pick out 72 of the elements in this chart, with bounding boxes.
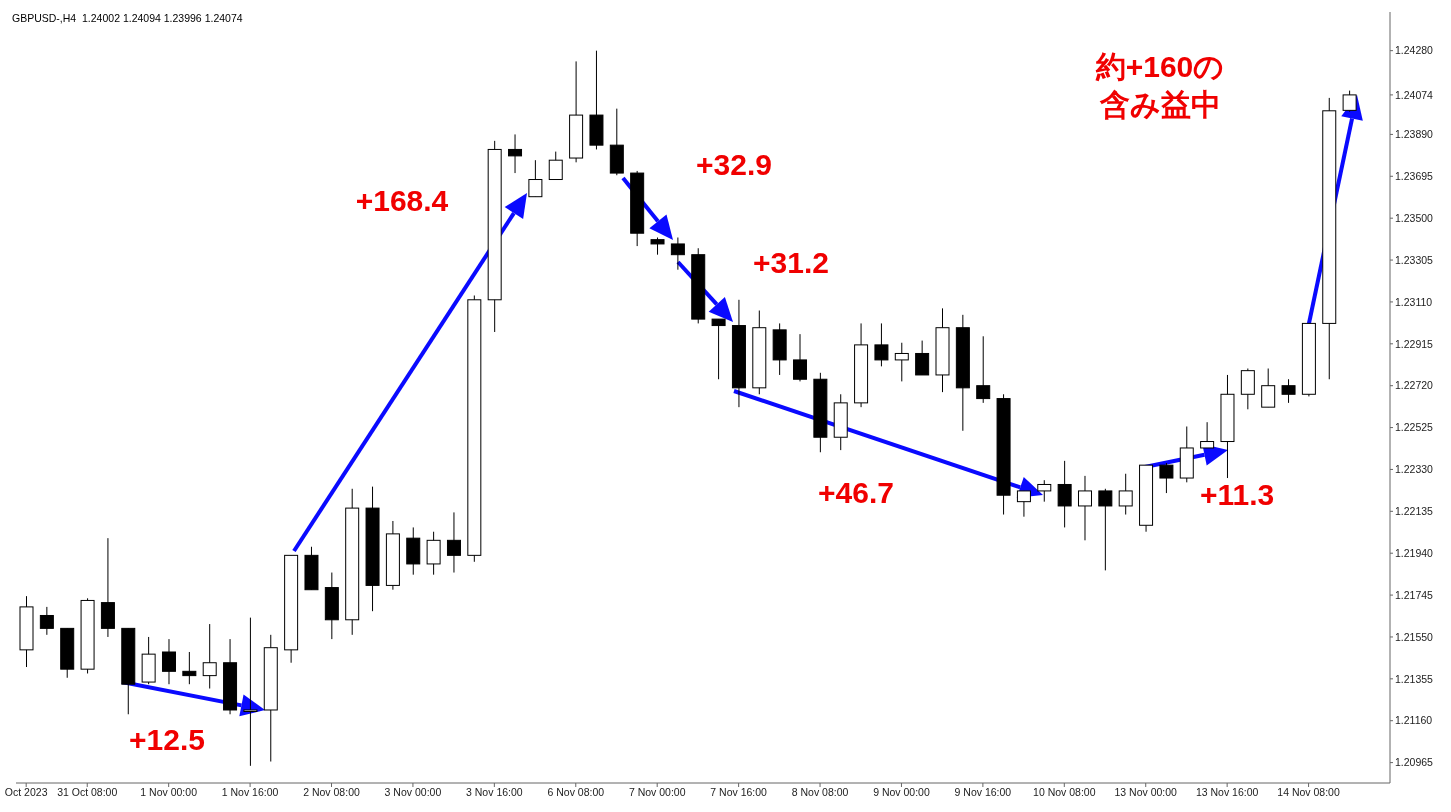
candlestick bbox=[976, 335, 991, 404]
annotation: +31.2 bbox=[752, 245, 830, 281]
candlestick bbox=[446, 511, 461, 574]
y-tick-label: 1.24074 bbox=[1395, 88, 1434, 101]
y-tick-label: 1.22135 bbox=[1395, 505, 1434, 518]
candlestick bbox=[1077, 475, 1092, 541]
y-tick-label: 1.20965 bbox=[1395, 756, 1434, 769]
candlestick bbox=[711, 318, 726, 380]
y-tick-label: 1.23890 bbox=[1395, 128, 1434, 141]
x-tick-label: 8 Nov 08:00 bbox=[791, 786, 849, 799]
candlestick bbox=[1057, 460, 1072, 528]
candlestick bbox=[508, 133, 523, 174]
x-tick-label: 13 Nov 00:00 bbox=[1114, 786, 1178, 799]
candlestick bbox=[1281, 378, 1296, 404]
candlestick bbox=[1261, 368, 1276, 408]
y-tick-label: 1.23305 bbox=[1395, 253, 1434, 266]
x-tick-label: Oct 2023 bbox=[4, 786, 48, 799]
y-tick-label: 1.21550 bbox=[1395, 630, 1434, 643]
y-tick-label: 1.23110 bbox=[1395, 295, 1433, 308]
candlestick bbox=[1098, 488, 1113, 571]
candlestick bbox=[1159, 462, 1174, 494]
y-tick-label: 1.21355 bbox=[1395, 672, 1434, 685]
candlestick bbox=[39, 606, 54, 636]
candlestick bbox=[1037, 479, 1052, 503]
candlestick bbox=[426, 531, 441, 576]
y-tick-label: 1.21160 bbox=[1395, 714, 1433, 727]
x-tick-label: 7 Nov 00:00 bbox=[628, 786, 686, 799]
y-tick-label: 1.22330 bbox=[1395, 463, 1434, 476]
chart-title: GBPUSD-,H4 1.24002 1.24094 1.23996 1.24074 bbox=[12, 12, 243, 24]
annotation: 約+160の含み益中 bbox=[1094, 49, 1226, 123]
x-tick-label: 1 Nov 16:00 bbox=[221, 786, 279, 799]
y-tick-label: 1.22525 bbox=[1395, 421, 1434, 434]
annotation: +46.7 bbox=[817, 475, 895, 511]
annotation: +32.9 bbox=[695, 147, 773, 183]
candlestick bbox=[1240, 368, 1255, 410]
candlestick bbox=[202, 623, 217, 689]
x-tick-label: 9 Nov 16:00 bbox=[954, 786, 1012, 799]
candlestick bbox=[528, 159, 543, 198]
candlestick bbox=[874, 322, 889, 367]
x-tick-label: 10 Nov 08:00 bbox=[1033, 786, 1096, 799]
annotation: +12.5 bbox=[128, 722, 206, 758]
y-tick-label: 1.22915 bbox=[1395, 337, 1434, 350]
y-tick-label: 1.22720 bbox=[1395, 379, 1434, 392]
x-tick-label: 2 Nov 08:00 bbox=[303, 786, 360, 799]
candlestick bbox=[894, 342, 909, 382]
annotation: +11.3 bbox=[1199, 476, 1276, 513]
candlestick bbox=[548, 151, 563, 181]
candlestick bbox=[1342, 90, 1357, 113]
candlestick bbox=[182, 651, 197, 685]
x-tick-label: 1 Nov 00:00 bbox=[140, 786, 198, 799]
y-tick-label: 1.23695 bbox=[1395, 170, 1434, 183]
candlestick bbox=[1200, 421, 1215, 449]
y-tick-label: 1.21745 bbox=[1395, 588, 1434, 601]
y-tick-label: 1.21940 bbox=[1395, 546, 1434, 559]
candlestick bbox=[161, 638, 176, 685]
candlestick bbox=[793, 333, 808, 382]
x-tick-label: 14 Nov 08:00 bbox=[1277, 786, 1340, 799]
candlestick bbox=[670, 237, 685, 271]
x-tick-label: 7 Nov 16:00 bbox=[710, 786, 768, 799]
y-tick-label: 1.24280 bbox=[1395, 44, 1434, 57]
x-tick-label: 13 Nov 16:00 bbox=[1195, 786, 1259, 799]
y-tick-label: 1.23500 bbox=[1395, 211, 1434, 224]
x-tick-label: 3 Nov 16:00 bbox=[466, 786, 523, 799]
x-tick-label: 31 Oct 08:00 bbox=[57, 786, 118, 799]
annotation: +168.4 bbox=[354, 183, 450, 219]
candlestick bbox=[1118, 473, 1133, 516]
candlestick bbox=[915, 340, 930, 376]
x-tick-label: 9 Nov 00:00 bbox=[873, 786, 930, 799]
candlestick bbox=[1016, 490, 1031, 518]
x-tick-label: 6 Nov 08:00 bbox=[547, 786, 605, 799]
candlestick bbox=[243, 617, 258, 767]
x-tick-label: 3 Nov 00:00 bbox=[384, 786, 442, 799]
